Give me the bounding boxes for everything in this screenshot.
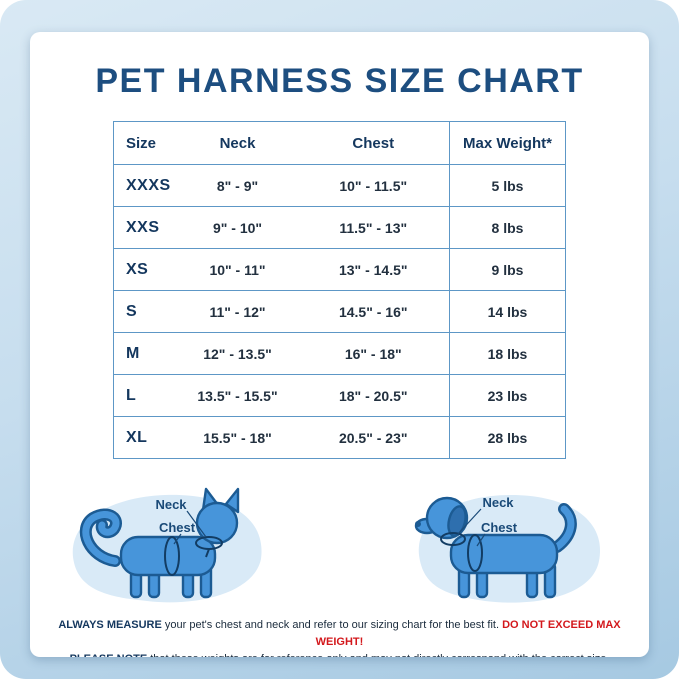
cat-neck-measure-ring — [194, 536, 223, 558]
table-cell: 23 lbs — [449, 374, 566, 417]
table-body: XXXS 8" - 9" 10" - 11.5" 5 lbs XXS 9" - 10" 11… — [113, 164, 566, 459]
table-cell: 14.5" - 16" — [297, 290, 450, 333]
disclaimer-always-measure: ALWAYS MEASURE — [58, 619, 162, 631]
table-cell: 10" - 11.5" — [297, 164, 450, 207]
table-row: L 13.5" - 15.5" 18" - 20.5" 23 lbs — [113, 374, 566, 417]
column-header-weight: Max Weight* — [449, 121, 566, 165]
table-cell: 20.5" - 23" — [297, 416, 450, 459]
size-chart-card: PET HARNESS SIZE CHART Size Neck Chest M… — [30, 32, 649, 657]
table-cell: 12" - 13.5" — [177, 332, 298, 375]
table-row: XXXS 8" - 9" 10" - 11.5" 5 lbs — [113, 164, 566, 207]
cat-chest-leader-line — [173, 533, 181, 545]
page-title: PET HARNESS SIZE CHART — [95, 62, 584, 100]
table-cell: S — [113, 290, 178, 333]
table-row: XS 10" - 11" 13" - 14.5" 9 lbs — [113, 248, 566, 291]
table-cell: XXS — [113, 206, 178, 249]
disclaimer-text: ALWAYS MEASURE your pet's chest and neck… — [38, 617, 642, 657]
disclaimer-max-weight-warning: DO NOT EXCEED MAX WEIGHT! — [315, 619, 621, 649]
column-header-chest: Chest — [297, 121, 450, 165]
table-cell: XL — [113, 416, 178, 459]
table-row: XL 15.5" - 18" 20.5" - 23" 28 lbs — [113, 416, 566, 459]
dog-chest-label: Chest — [480, 520, 517, 535]
table-cell: 16" - 18" — [297, 332, 450, 375]
table-cell: 13" - 14.5" — [297, 248, 450, 291]
dog-neck-leader-line — [457, 508, 481, 535]
table-cell: 10" - 11" — [177, 248, 298, 291]
table-cell: 9 lbs — [449, 248, 566, 291]
size-chart-table: Size Neck Chest Max Weight* XXXS 8" - 9" 1… — [113, 121, 566, 459]
table-cell: 13.5" - 15.5" — [177, 374, 298, 417]
table-cell: 11.5" - 13" — [297, 206, 450, 249]
table-cell: L — [113, 374, 178, 417]
cat-figure-svg: Neck Chest — [72, 487, 262, 603]
dog-illustration: Neck Chest — [395, 471, 625, 611]
table-row: XXS 9" - 10" 11.5" - 13" 8 lbs — [113, 206, 566, 249]
dog-neck-measure-ring — [439, 532, 466, 546]
dog-neck-label: Neck — [482, 495, 514, 510]
dog-figure-svg: Neck Chest — [414, 495, 600, 603]
table-header: Size Neck Chest Max Weight* — [113, 121, 566, 165]
cat-silhouette — [79, 487, 239, 599]
table-cell: 11" - 12" — [177, 290, 298, 333]
table-cell: 5 lbs — [449, 164, 566, 207]
disclaimer-line1-text: your pet's chest and neck and refer to o… — [161, 619, 503, 631]
header-row: Size Neck Chest Max Weight* — [113, 121, 566, 165]
dog-chest-leader-line — [476, 533, 485, 547]
cat-chest-label: Chest — [158, 520, 195, 535]
table-cell: 8 lbs — [449, 206, 566, 249]
table-cell: M — [113, 332, 178, 375]
table-cell: 9" - 10" — [177, 206, 298, 249]
table-row: M 12" - 13.5" 16" - 18" 18 lbs — [113, 332, 566, 375]
cat-neck-label: Neck — [155, 497, 187, 512]
table-cell: XS — [113, 248, 178, 291]
cat-chest-measure-ring — [163, 536, 180, 576]
table-cell: 28 lbs — [449, 416, 566, 459]
column-header-size: Size — [113, 121, 178, 165]
table-cell: 15.5" - 18" — [177, 416, 298, 459]
table-cell: XXXS — [113, 164, 178, 207]
cat-neck-leader-line — [186, 510, 206, 538]
dog-chest-measure-ring — [466, 534, 483, 572]
measurement-illustrations: Neck Chest — [30, 471, 649, 611]
column-header-neck: Neck — [177, 121, 298, 165]
table-cell: 18" - 20.5" — [297, 374, 450, 417]
disclaimer-line2-text: that these weights are for reference onl… — [147, 653, 609, 657]
table-cell: 14 lbs — [449, 290, 566, 333]
table-cell: 8" - 9" — [177, 164, 298, 207]
table-cell: 18 lbs — [449, 332, 566, 375]
cat-illustration: Neck Chest — [55, 471, 285, 611]
table-row: S 11" - 12" 14.5" - 16" 14 lbs — [113, 290, 566, 333]
